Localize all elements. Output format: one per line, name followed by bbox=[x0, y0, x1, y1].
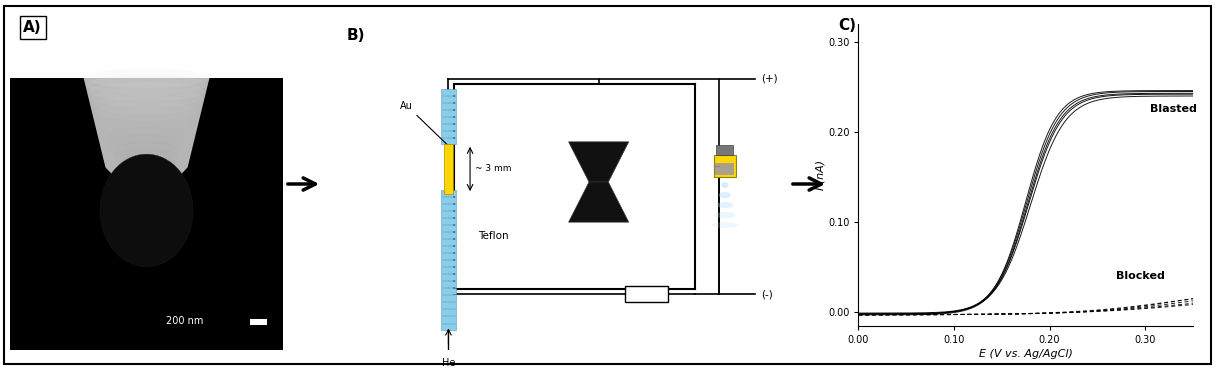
Text: A): A) bbox=[23, 20, 43, 35]
Text: C): C) bbox=[838, 18, 856, 33]
Bar bbox=[716, 145, 733, 155]
Bar bbox=[441, 282, 456, 287]
Bar bbox=[10, 78, 283, 350]
Text: Blasted: Blasted bbox=[1150, 105, 1197, 114]
Bar bbox=[441, 260, 456, 266]
Bar bbox=[441, 204, 456, 210]
Ellipse shape bbox=[101, 114, 192, 134]
Bar bbox=[441, 289, 456, 294]
Text: ~ 3 mm: ~ 3 mm bbox=[475, 164, 512, 173]
Ellipse shape bbox=[84, 68, 209, 88]
Polygon shape bbox=[569, 142, 629, 182]
Bar bbox=[441, 218, 456, 224]
Ellipse shape bbox=[98, 108, 195, 128]
Ellipse shape bbox=[112, 141, 181, 161]
Text: He: He bbox=[441, 358, 455, 368]
Ellipse shape bbox=[721, 182, 728, 188]
Bar bbox=[441, 239, 456, 245]
Bar bbox=[441, 323, 456, 329]
Text: Au: Au bbox=[400, 101, 454, 151]
Ellipse shape bbox=[716, 202, 733, 208]
Ellipse shape bbox=[714, 212, 736, 218]
Text: (-): (-) bbox=[761, 289, 772, 300]
Bar bbox=[441, 232, 456, 238]
Text: B): B) bbox=[347, 28, 365, 43]
Bar bbox=[441, 96, 456, 102]
Ellipse shape bbox=[109, 134, 184, 154]
Text: (+): (+) bbox=[761, 74, 777, 84]
Polygon shape bbox=[209, 78, 283, 283]
Ellipse shape bbox=[96, 101, 197, 121]
Bar bbox=[441, 316, 456, 322]
Bar bbox=[714, 155, 736, 177]
Y-axis label: I (nA): I (nA) bbox=[815, 160, 826, 190]
Text: Teflon: Teflon bbox=[478, 231, 510, 241]
Ellipse shape bbox=[719, 192, 731, 198]
Bar bbox=[441, 89, 456, 95]
Ellipse shape bbox=[91, 88, 202, 108]
Polygon shape bbox=[10, 78, 84, 283]
Bar bbox=[250, 319, 268, 325]
Bar bbox=[441, 246, 456, 252]
Bar bbox=[10, 18, 283, 78]
Bar bbox=[715, 163, 734, 175]
Ellipse shape bbox=[105, 121, 188, 141]
Ellipse shape bbox=[89, 81, 204, 101]
Bar bbox=[625, 286, 669, 302]
Bar bbox=[441, 131, 456, 137]
Circle shape bbox=[100, 154, 193, 267]
Bar bbox=[441, 267, 456, 273]
Bar bbox=[441, 296, 456, 301]
Ellipse shape bbox=[86, 75, 207, 95]
Bar bbox=[441, 138, 456, 144]
Bar bbox=[441, 117, 456, 123]
Bar bbox=[441, 253, 456, 259]
Bar bbox=[441, 225, 456, 231]
Bar bbox=[441, 197, 456, 203]
Bar bbox=[441, 302, 456, 308]
Ellipse shape bbox=[711, 222, 738, 228]
Bar bbox=[441, 124, 456, 130]
Bar bbox=[441, 274, 456, 280]
Text: Blocked: Blocked bbox=[1116, 271, 1165, 281]
X-axis label: E (V vs. Ag/AgCl): E (V vs. Ag/AgCl) bbox=[979, 349, 1073, 359]
Ellipse shape bbox=[119, 161, 174, 181]
Polygon shape bbox=[84, 78, 209, 210]
Ellipse shape bbox=[107, 128, 186, 148]
Bar bbox=[10, 277, 283, 350]
Bar bbox=[441, 309, 456, 315]
Ellipse shape bbox=[117, 154, 176, 174]
Text: 200 nm: 200 nm bbox=[165, 316, 203, 326]
Text: R: R bbox=[643, 289, 651, 300]
Bar bbox=[441, 103, 456, 109]
Polygon shape bbox=[569, 182, 629, 222]
Bar bbox=[444, 144, 454, 194]
Bar bbox=[441, 211, 456, 217]
Ellipse shape bbox=[114, 148, 179, 167]
Bar bbox=[441, 190, 456, 196]
Bar bbox=[441, 110, 456, 116]
Ellipse shape bbox=[94, 95, 199, 114]
